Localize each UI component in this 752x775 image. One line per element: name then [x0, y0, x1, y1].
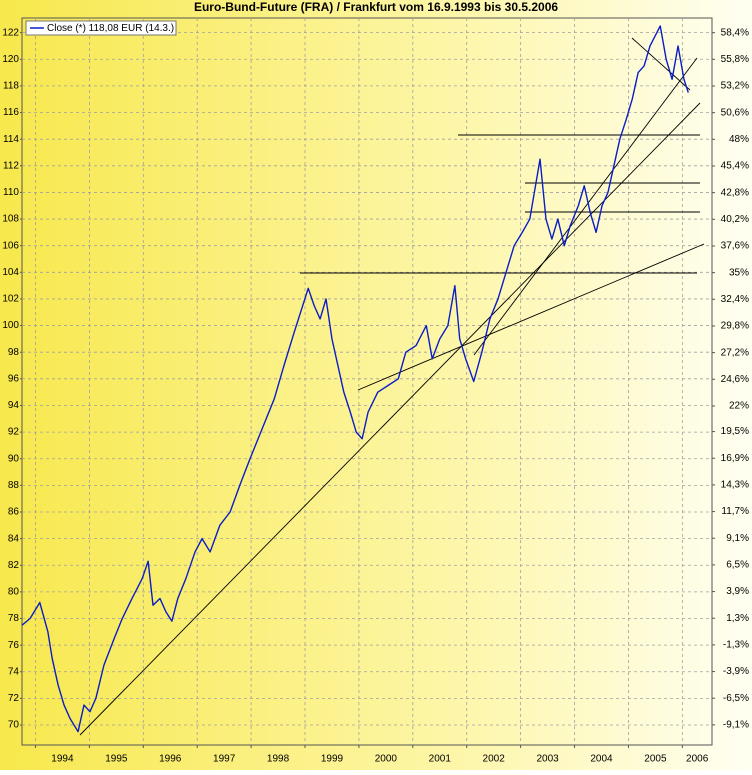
trend-line [631, 37, 691, 91]
y-tick-label: 106 [2, 240, 19, 251]
trend-line [473, 57, 698, 356]
legend: Close (*) 118,08 EUR (14.3.) [25, 20, 177, 36]
y-tick-label: 88 [8, 480, 20, 491]
x-tick-label: 1997 [213, 754, 236, 765]
y-tick-label: 90 [8, 453, 20, 464]
y2-tick-label: 1,3% [726, 613, 749, 624]
y-tick-label: 108 [2, 214, 19, 225]
x-tick-label: 2006 [686, 754, 709, 765]
y2-tick-label: 22% [729, 401, 749, 412]
price-line [21, 25, 689, 733]
y2-tick-label: 24,6% [721, 374, 749, 385]
y2-tick-label: 14,3% [721, 480, 749, 491]
x-tick-label: 1996 [159, 754, 182, 765]
trend-lines [79, 37, 705, 736]
y2-tick-label: 32,4% [721, 294, 749, 305]
x-tick-label: 2005 [644, 754, 667, 765]
y2-tick-label: 3,9% [726, 586, 749, 597]
chart-title: Euro-Bund-Future (FRA) / Frankfurt vom 1… [194, 0, 558, 14]
y2-tick-label: 29,8% [721, 321, 749, 332]
legend-box [25, 20, 177, 36]
y-tick-label: 84 [8, 533, 20, 544]
y-tick-label: 120 [2, 54, 19, 65]
y-tick-label: 116 [3, 107, 19, 118]
y-tick-label: 92 [8, 427, 20, 438]
y2-tick-label: 53,2% [721, 81, 749, 92]
y-tick-label: 80 [8, 587, 20, 598]
grid [22, 18, 712, 745]
y2-tick-label: 6,5% [726, 560, 749, 571]
y-tick-label: 86 [8, 507, 20, 518]
plot-frame [21, 17, 713, 746]
x-tick-label: 1998 [267, 754, 290, 765]
y-tick-label: 98 [8, 347, 20, 358]
y-tick-label: 118 [3, 81, 19, 92]
y-tick-label: 74 [8, 666, 20, 677]
trend-line [357, 243, 705, 391]
y2-tick-label: -1,3% [723, 640, 749, 651]
y-tick-label: 100 [2, 320, 19, 331]
y-tick-label: 110 [3, 187, 19, 198]
y-tick-label: 112 [3, 160, 19, 171]
y-tick-label: 82 [8, 560, 20, 571]
x-tick-label: 2001 [429, 754, 452, 765]
y2-tick-label: 37,6% [721, 241, 749, 252]
y2-tick-label: 19,5% [721, 426, 749, 437]
x-tick-label: 1994 [51, 754, 74, 765]
y-tick-label: 104 [2, 267, 19, 278]
y-tick-label: 94 [8, 400, 20, 411]
y-tick-label: 76 [8, 640, 20, 651]
legend-label: Close (*) 118,08 EUR (14.3.) [47, 23, 174, 34]
y-tick-label: 114 [3, 134, 19, 145]
x-tick-label: 1999 [321, 754, 344, 765]
y2-tick-label: 50,6% [721, 107, 749, 118]
y2-tick-label: 42,8% [721, 187, 749, 198]
x-tick-label: 2004 [590, 754, 613, 765]
y2-tick-label: 48% [729, 134, 749, 145]
y2-tick-label: 16,9% [721, 453, 749, 464]
x-tick-label: 2003 [536, 754, 559, 765]
y2-tick-label: -9,1% [723, 720, 749, 731]
y2-tick-label: 27,2% [721, 347, 749, 358]
y2-tick-label: -3,9% [723, 666, 749, 677]
y-tick-label: 70 [8, 720, 20, 731]
y-tick-label: 102 [2, 294, 19, 305]
x-tick-label: 1995 [105, 754, 128, 765]
y-tick-label: 122 [2, 27, 19, 38]
y2-tick-label: 11,7% [721, 506, 749, 517]
y2-tick-label: 40,2% [721, 214, 749, 225]
y2-tick-label: 58,4% [721, 27, 749, 38]
x-tick-label: 2002 [483, 754, 506, 765]
y2-tick-label: -6,5% [723, 693, 749, 704]
y-tick-label: 72 [8, 693, 20, 704]
y-tick-label: 78 [8, 613, 20, 624]
y-tick-label: 96 [8, 373, 20, 384]
x-tick-label: 2000 [375, 754, 398, 765]
trend-line [79, 102, 701, 736]
y2-tick-label: 35% [729, 267, 749, 278]
y2-tick-label: 45,4% [721, 161, 749, 172]
y2-tick-label: 55,8% [721, 54, 749, 65]
y2-tick-label: 9,1% [726, 533, 749, 544]
